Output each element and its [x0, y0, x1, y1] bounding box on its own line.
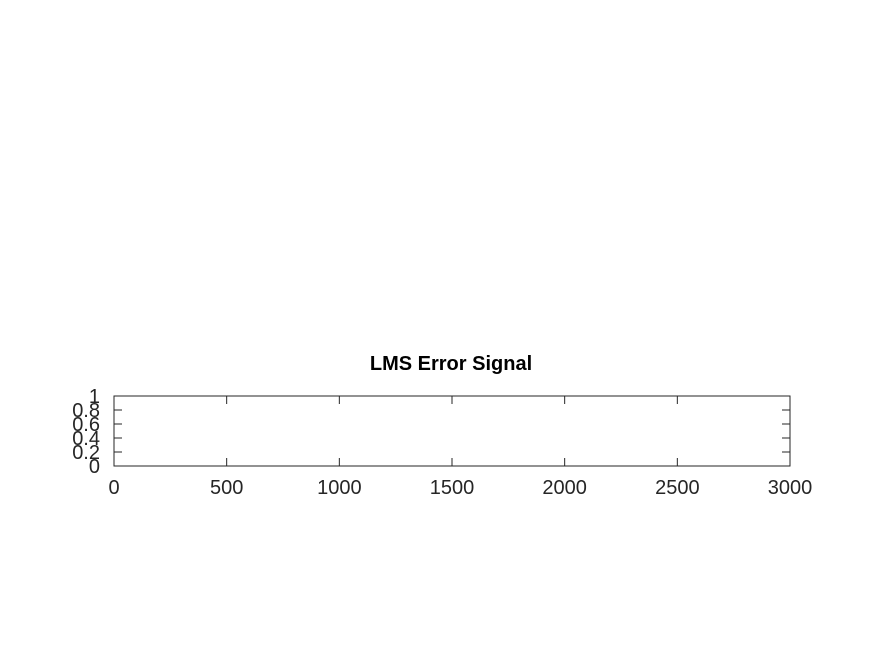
y-tick-label: 0.2: [72, 442, 100, 464]
x-tick-label: 0: [108, 477, 119, 499]
plot-area: [114, 396, 790, 466]
x-tick-label: 2500: [655, 477, 700, 499]
y-tick-label: 0.8: [72, 400, 100, 422]
chart-title: LMS Error Signal: [370, 353, 532, 375]
x-tick-label: 2000: [542, 477, 587, 499]
x-tick-label: 3000: [768, 477, 813, 499]
x-tick-label: 500: [210, 477, 243, 499]
y-tick-label: 0.6: [72, 414, 100, 436]
axes-box: [113, 395, 791, 467]
x-tick-label: 1000: [317, 477, 362, 499]
y-tick-label: 0.4: [72, 428, 100, 450]
y-tick-label: 0: [89, 456, 100, 478]
x-tick-label: 1500: [430, 477, 475, 499]
y-tick-label: 1: [89, 386, 100, 408]
